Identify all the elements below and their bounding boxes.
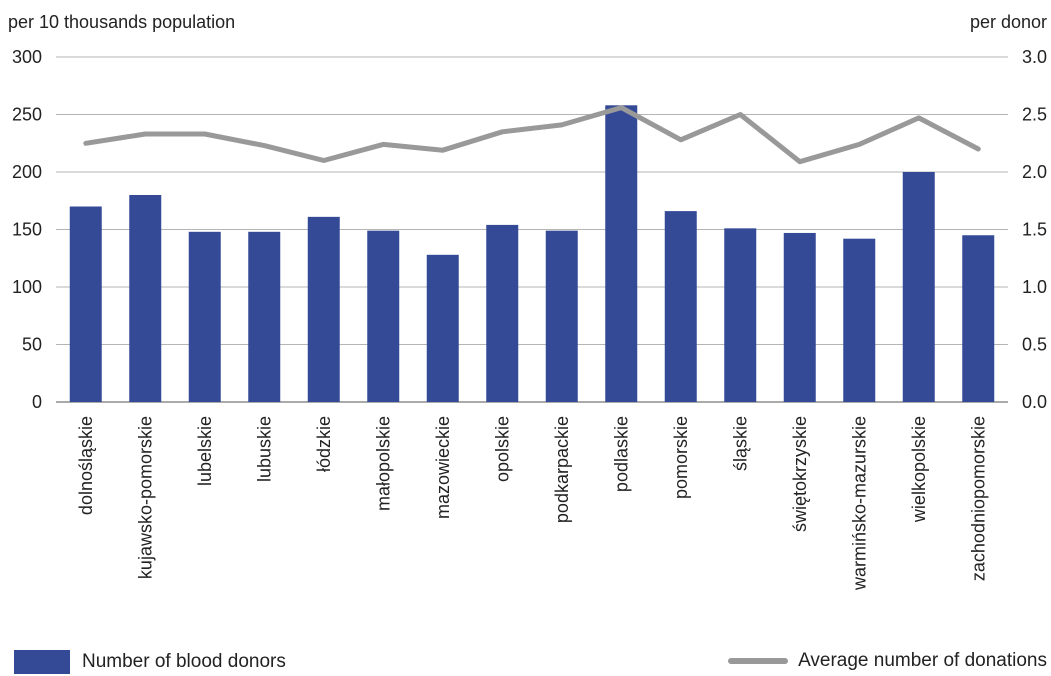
- bar: [783, 232, 816, 402]
- left-tick-label: 50: [22, 335, 42, 355]
- bar-series: [69, 105, 995, 403]
- right-tick-label: 1.5: [1022, 220, 1047, 240]
- left-tick-label: 250: [12, 105, 42, 125]
- bar: [724, 228, 757, 402]
- bar: [69, 206, 102, 402]
- right-tick-label: 2.5: [1022, 105, 1047, 125]
- legend-bar: Number of blood donors: [14, 650, 286, 674]
- legend-line-swatch: [728, 658, 789, 664]
- left-tick-label: 200: [12, 162, 42, 182]
- left-tick-label: 150: [12, 220, 42, 240]
- bar: [188, 231, 221, 402]
- left-tick-label: 0: [32, 392, 42, 412]
- category-label: śląskie: [730, 416, 750, 471]
- category-label: świętokrzyskie: [790, 416, 810, 532]
- category-label: mazowieckie: [433, 416, 453, 519]
- bar: [545, 230, 578, 402]
- legend-line-label: Average number of donations: [798, 650, 1047, 671]
- legend-bar-label: Number of blood donors: [82, 651, 286, 672]
- category-label: lubuskie: [254, 416, 274, 482]
- category-label: podkarpackie: [552, 416, 572, 523]
- category-label: kujawsko-pomorskie: [135, 416, 155, 579]
- right-tick-label: 3.0: [1022, 47, 1047, 67]
- category-label: małopolskie: [373, 416, 393, 511]
- category-label: warmińsko-mazurskie: [849, 416, 869, 591]
- bar: [902, 172, 935, 402]
- category-label: opolskie: [492, 416, 512, 482]
- category-label: dolnośląskie: [76, 416, 96, 515]
- right-tick-label: 2.0: [1022, 162, 1047, 182]
- bar: [605, 105, 638, 403]
- legend-line: Average number of donations: [728, 650, 1047, 672]
- bar: [426, 254, 459, 402]
- category-label: podlaskie: [611, 416, 631, 492]
- right-tick-label: 0.0: [1022, 392, 1047, 412]
- category-label: pomorskie: [671, 416, 691, 499]
- right-axis-title: per donor: [969, 12, 1047, 32]
- category-label: zachodniopomorskie: [968, 416, 988, 581]
- left-tick-label: 100: [12, 277, 42, 297]
- right-tick-label: 1.0: [1022, 277, 1047, 297]
- bar: [486, 224, 519, 402]
- right-tick-labels: 0.0 0.5 1.0 1.5 2.0 2.5 3.0: [1022, 47, 1047, 412]
- left-axis-title: per 10 thousands population: [8, 12, 236, 32]
- bar: [664, 211, 697, 402]
- left-tick-label: 300: [12, 47, 42, 67]
- legend-bar-swatch: [14, 650, 70, 674]
- bar: [367, 230, 400, 402]
- bar: [248, 231, 281, 402]
- right-tick-label: 0.5: [1022, 335, 1047, 355]
- category-label: wielkopolskie: [909, 416, 929, 523]
- left-tick-labels: 0 50 100 150 200 250 300: [12, 47, 42, 412]
- series-line: [83, 105, 981, 165]
- bar: [129, 195, 162, 402]
- category-label: łódzkie: [314, 416, 334, 472]
- bar: [962, 235, 995, 402]
- bar: [843, 238, 876, 402]
- line-series: [83, 105, 981, 165]
- category-label: lubelskie: [195, 416, 215, 486]
- category-labels: dolnośląskie kujawsko-pomorskie lubelskie l…: [76, 416, 989, 591]
- bar: [307, 216, 340, 402]
